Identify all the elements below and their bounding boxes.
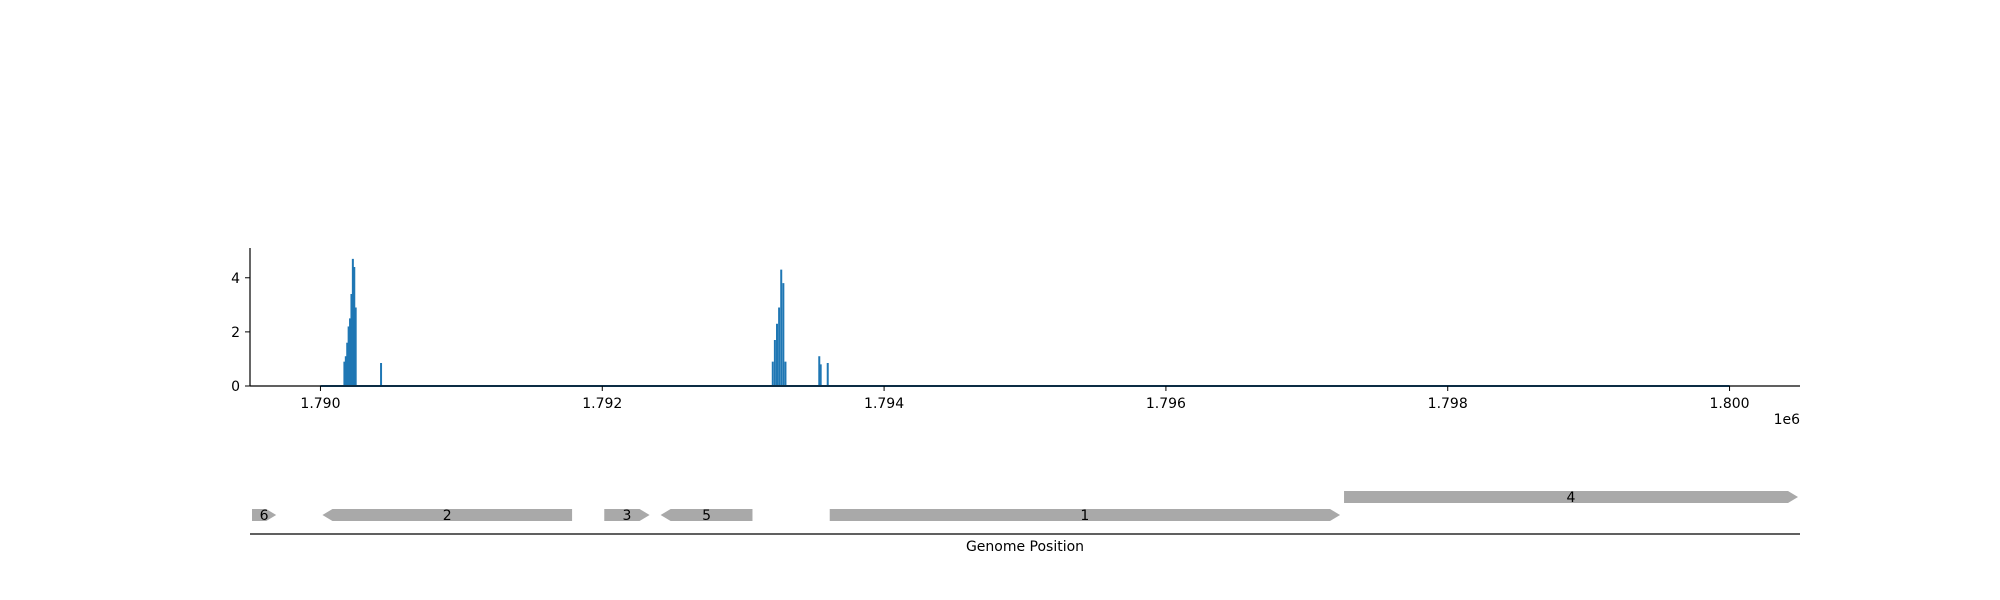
gene-5: 5 bbox=[660, 508, 753, 524]
gene-arrow bbox=[1344, 491, 1798, 503]
coverage-spikes bbox=[343, 258, 829, 386]
gene-arrow bbox=[604, 509, 650, 521]
gene-arrows: 6 2 3 5 1 4 bbox=[252, 490, 1798, 524]
gene-label: 3 bbox=[622, 508, 631, 524]
gene-arrow bbox=[322, 509, 573, 521]
x-tick-label: 1.800 bbox=[1709, 396, 1749, 412]
gene-label: 6 bbox=[260, 508, 269, 524]
gene-2: 2 bbox=[322, 508, 573, 524]
x-tick-label: 1.798 bbox=[1428, 396, 1468, 412]
x-tick-label: 1.796 bbox=[1146, 396, 1186, 412]
gene-6: 6 bbox=[252, 508, 277, 524]
gene-arrow bbox=[660, 509, 753, 521]
x-tick-label: 1.792 bbox=[582, 396, 622, 412]
x-offset-label: 1e6 bbox=[1774, 412, 1801, 428]
x-ticks: 1.790 1.792 1.794 1.796 1.798 1.800 bbox=[300, 386, 1750, 412]
gene-arrow bbox=[252, 509, 277, 521]
y-tick-label: 2 bbox=[231, 325, 240, 341]
gene-label: 2 bbox=[443, 508, 452, 524]
gene-label: 1 bbox=[1080, 508, 1089, 524]
x-tick-label: 1.794 bbox=[864, 396, 904, 412]
gene-label: 5 bbox=[702, 508, 711, 524]
gene-label: 4 bbox=[1567, 490, 1576, 506]
coverage-plot: 0 2 4 1.790 1.792 1.794 1.796 1.798 1.800 1e6 bbox=[231, 248, 1800, 428]
gene-4: 4 bbox=[1344, 490, 1798, 506]
x-tick-label: 1.790 bbox=[300, 396, 340, 412]
y-tick-label: 4 bbox=[231, 271, 240, 287]
y-tick-label: 0 bbox=[231, 379, 240, 395]
gene-1: 1 bbox=[829, 508, 1341, 524]
gene-arrow bbox=[829, 509, 1341, 521]
gene-3: 3 bbox=[604, 508, 650, 524]
y-ticks: 0 2 4 bbox=[231, 271, 250, 395]
gene-map-xlabel: Genome Position bbox=[966, 539, 1084, 555]
gene-map: 6 2 3 5 1 4 Genome Position bbox=[250, 490, 1800, 555]
